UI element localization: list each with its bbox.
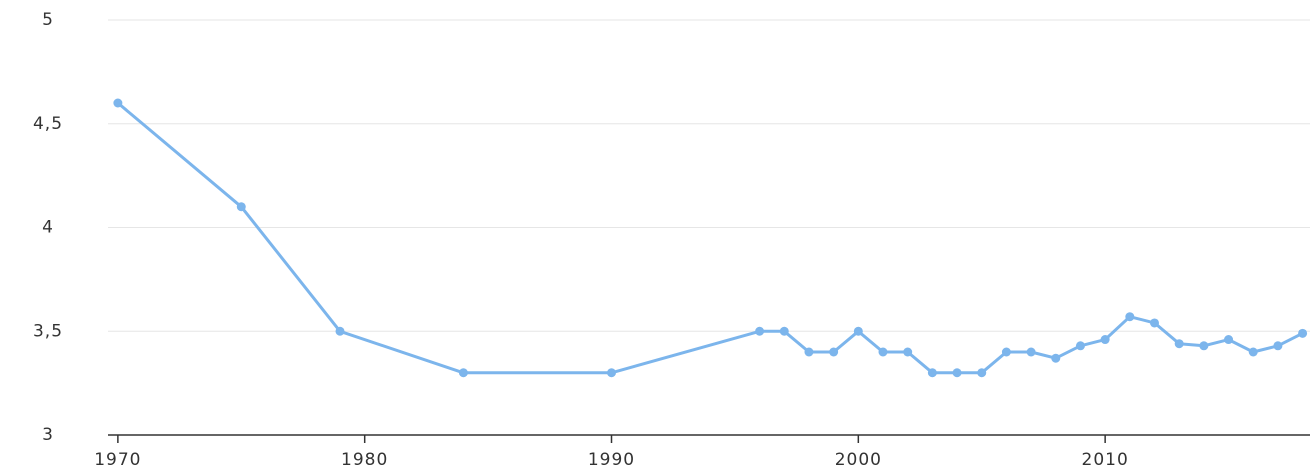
point	[335, 326, 345, 336]
point	[878, 347, 888, 357]
point	[952, 368, 962, 378]
x-tick-label: 2010	[1082, 450, 1129, 467]
point	[1051, 353, 1061, 363]
point	[1125, 312, 1135, 322]
point	[853, 326, 863, 336]
point	[829, 347, 839, 357]
line	[116, 101, 1304, 375]
point	[1248, 347, 1258, 357]
point	[458, 368, 468, 378]
y-tick-label: 3	[42, 425, 54, 445]
point	[977, 368, 987, 378]
point	[779, 326, 789, 336]
point	[927, 368, 937, 378]
point	[113, 98, 123, 108]
x-tick-label: 1990	[588, 450, 635, 467]
point	[1026, 347, 1036, 357]
x-tick-label: 1980	[341, 450, 388, 467]
point	[903, 347, 913, 357]
point	[1273, 341, 1283, 351]
point	[1224, 335, 1234, 345]
point	[1001, 347, 1011, 357]
point	[1174, 339, 1184, 349]
point	[1298, 328, 1308, 338]
point	[804, 347, 814, 357]
x-tick-label: 1970	[94, 450, 141, 467]
y-tick-label: 4	[42, 218, 54, 238]
point	[236, 202, 246, 212]
y-tick-label: 3,5	[33, 321, 63, 341]
y-tick-label: 4,5	[33, 114, 63, 134]
point	[1199, 341, 1209, 351]
y-tick-label: 5	[42, 10, 54, 30]
point	[1150, 318, 1160, 328]
x-tick-label: 2000	[835, 450, 882, 467]
point	[1100, 335, 1110, 345]
point	[607, 368, 617, 378]
point	[1075, 341, 1085, 351]
point	[755, 326, 765, 336]
